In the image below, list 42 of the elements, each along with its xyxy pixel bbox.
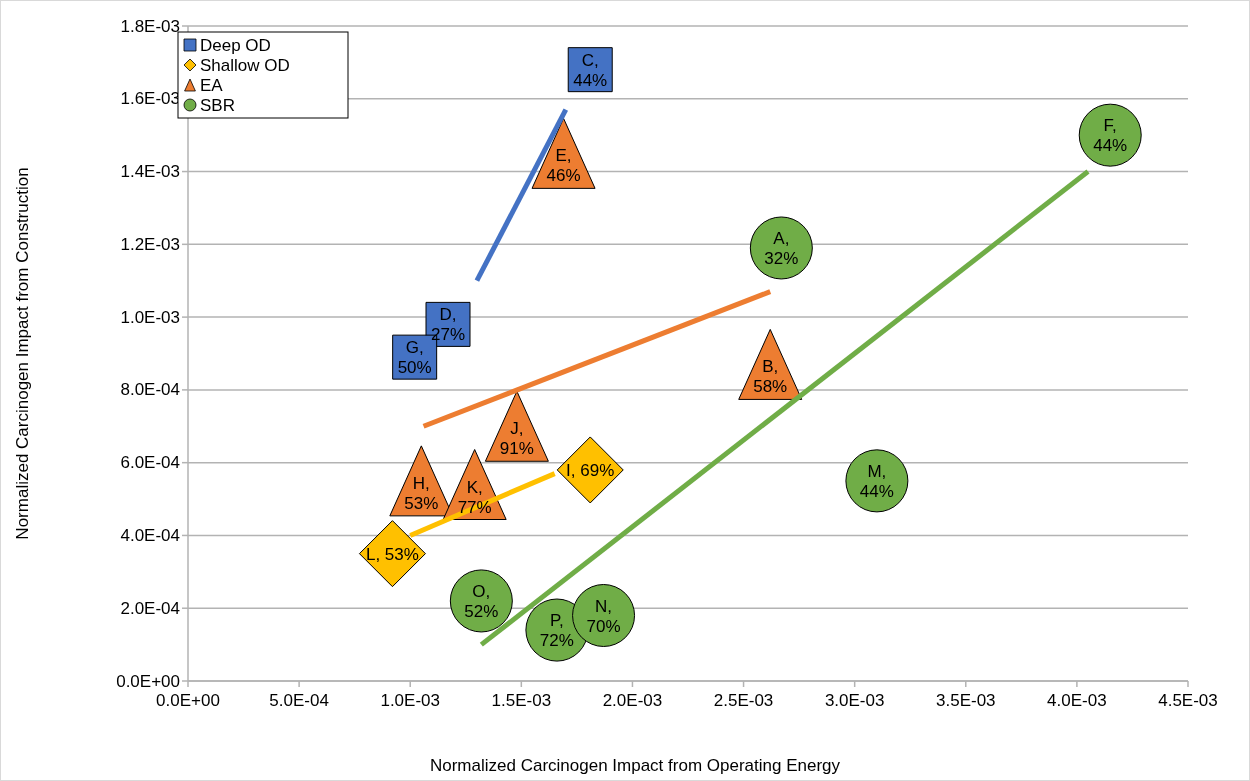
- y-tick-label: 4.0E-04: [120, 525, 180, 545]
- y-tick-label: 1.2E-03: [120, 234, 180, 254]
- x-tick-label: 5.0E-04: [269, 691, 329, 710]
- x-tick-label: 0.0E+00: [156, 691, 220, 710]
- y-axis-title: Normalized Carcinogen Impact from Construction: [13, 167, 32, 540]
- y-tick-label: 1.8E-03: [120, 16, 180, 36]
- x-tick-label: 3.5E-03: [936, 691, 996, 710]
- annotation: P, 72%: [539, 610, 574, 650]
- annotation: G, 50%: [397, 337, 432, 377]
- x-tick-label: 2.0E-03: [602, 691, 663, 710]
- legend-label: SBR: [200, 95, 235, 115]
- x-tick-label: 3.0E-03: [824, 691, 885, 710]
- x-tick-label: 2.5E-03: [713, 691, 774, 710]
- annotation: I, 69%: [566, 460, 615, 480]
- legend-label: Deep OD: [200, 35, 271, 55]
- y-tick-label: 6.0E-04: [120, 453, 180, 473]
- x-tick-label: 4.5E-03: [1158, 691, 1218, 710]
- x-tick-label: 4.0E-03: [1047, 691, 1107, 710]
- annotation: N, 70%: [586, 596, 621, 635]
- x-axis-title: Normalized Carcinogen Impact from Operating Energy: [429, 756, 841, 775]
- annotation: B, 58%: [753, 356, 788, 396]
- y-tick-label: 1.6E-03: [120, 89, 180, 109]
- y-tick-label: 1.4E-03: [120, 162, 180, 182]
- annotation: C, 44%: [573, 50, 608, 90]
- legend-label: EA: [200, 75, 224, 95]
- y-tick-label: 8.0E-04: [120, 380, 180, 400]
- annotation: K, 77%: [457, 477, 492, 516]
- y-tick-label: 0.0E+00: [116, 671, 180, 691]
- annotation: F, 44%: [1093, 115, 1128, 155]
- x-tick-label: 1.0E-03: [380, 691, 440, 710]
- legend-label: Shallow OD: [200, 55, 290, 75]
- annotation: E, 46%: [546, 145, 581, 185]
- y-tick-label: 1.0E-03: [120, 307, 180, 327]
- x-tick-label: 1.5E-03: [491, 691, 552, 710]
- annotation: M, 44%: [859, 461, 894, 501]
- annotation: L, 53%: [365, 544, 419, 564]
- annotation: O, 52%: [464, 581, 499, 621]
- y-tick-label: 2.0E-04: [120, 598, 180, 618]
- annotation: A, 32%: [764, 228, 799, 268]
- annotation: D, 27%: [430, 304, 466, 344]
- annotation: J, 91%: [499, 418, 534, 458]
- annotation: H, 53%: [404, 473, 439, 513]
